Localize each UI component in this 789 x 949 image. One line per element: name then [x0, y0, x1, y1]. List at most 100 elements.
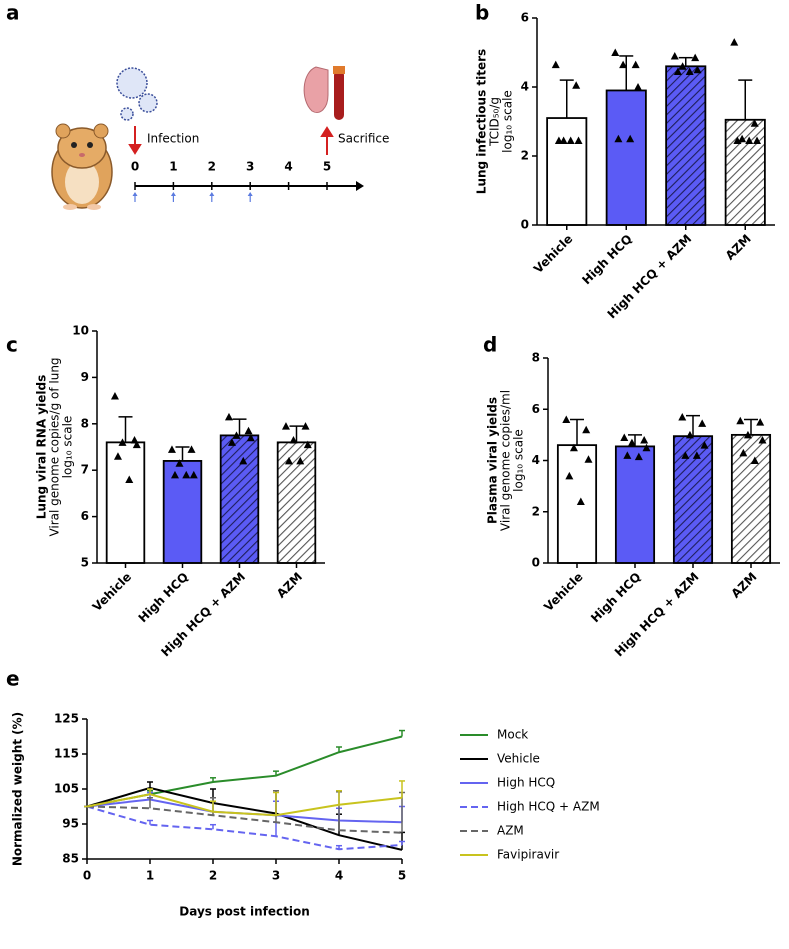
- legend-label: AZM: [497, 824, 524, 838]
- data-point: [642, 443, 651, 452]
- bar: [605, 89, 647, 226]
- data-point: [566, 136, 575, 144]
- virus-icons: [116, 67, 158, 121]
- y-tick-label: 0: [532, 556, 540, 570]
- data-point: [611, 48, 620, 56]
- data-point: [187, 445, 196, 453]
- hamster: [51, 123, 113, 210]
- sacrifice-label: Sacrifice: [338, 132, 389, 146]
- y-axis-label: Viral genome copies/ml: [499, 390, 513, 531]
- y-axis-label: Plasma viral yields: [486, 397, 500, 524]
- timeline-day: 4: [284, 160, 292, 174]
- dose-arrowhead: [170, 192, 176, 196]
- y-axis-label: log₁₀ scale: [512, 429, 526, 492]
- data-point: [170, 470, 179, 479]
- y-axis-label: Normalized weight (%): [11, 712, 25, 866]
- data-point: [301, 422, 310, 430]
- x-tick-label: Vehicle: [531, 232, 575, 276]
- data-point: [685, 430, 694, 439]
- panel-label: c: [6, 333, 18, 357]
- y-tick-label: 2: [521, 149, 529, 163]
- data-point: [110, 391, 119, 400]
- y-axis-label: log₁₀ scale: [61, 416, 75, 479]
- panel-label: a: [6, 1, 20, 25]
- legend-label: Favipiravir: [497, 848, 559, 862]
- dose-arrowhead: [132, 192, 138, 196]
- data-point: [691, 53, 700, 62]
- data-point: [698, 419, 707, 427]
- y-tick-label: 8: [532, 351, 540, 365]
- data-point: [634, 83, 643, 91]
- data-point: [756, 418, 765, 426]
- data-point: [239, 456, 248, 465]
- y-tick-label: 7: [81, 463, 89, 477]
- data-point: [750, 119, 759, 127]
- data-point: [562, 415, 571, 423]
- arrows: [128, 126, 334, 155]
- data-point: [745, 136, 754, 144]
- data-point: [551, 60, 560, 69]
- data-point: [750, 456, 759, 464]
- data-point: [678, 62, 687, 70]
- y-tick-label: 0: [521, 218, 529, 232]
- infection-label: Infection: [147, 132, 199, 146]
- data-point: [614, 134, 623, 143]
- data-point: [736, 416, 745, 425]
- data-point: [554, 136, 563, 144]
- y-axis-label: Viral genome copies/g of lung: [48, 357, 62, 536]
- data-point: [743, 430, 752, 439]
- data-point: [132, 440, 141, 449]
- data-point: [584, 455, 593, 463]
- y-tick-label: 9: [81, 370, 89, 384]
- data-point: [565, 471, 574, 480]
- y-tick-label: 8: [81, 416, 89, 430]
- bar: [665, 65, 707, 226]
- bar: [105, 441, 146, 564]
- series-line: [86, 805, 403, 851]
- data-point: [189, 470, 198, 479]
- series-line: [86, 786, 403, 851]
- data-point: [619, 60, 628, 69]
- bar: [276, 441, 317, 564]
- data-point: [182, 470, 191, 479]
- data-point: [678, 412, 687, 421]
- bar: [556, 444, 598, 564]
- data-point: [738, 134, 747, 143]
- y-tick-label: 6: [521, 11, 529, 25]
- data-point: [296, 456, 305, 465]
- data-point: [623, 451, 632, 459]
- legend-label: High HCQ: [497, 776, 555, 790]
- data-point: [673, 67, 682, 75]
- bar: [724, 118, 766, 226]
- timeline-day: 2: [208, 160, 216, 174]
- data-point: [733, 136, 742, 144]
- data-point: [175, 459, 184, 467]
- y-tick-label: 95: [62, 817, 79, 831]
- data-point: [303, 440, 312, 449]
- data-point: [620, 433, 629, 441]
- data-point: [631, 60, 640, 69]
- timeline-day: 5: [323, 160, 331, 174]
- x-tick-label: 3: [272, 869, 280, 883]
- timeline-day: 1: [169, 160, 177, 174]
- data-point: [582, 425, 591, 434]
- x-tick-label: Vehicle: [541, 570, 585, 614]
- x-tick-label: 0: [83, 869, 91, 883]
- bar: [730, 433, 772, 564]
- data-point: [244, 426, 253, 435]
- series-line: [86, 805, 403, 834]
- y-tick-label: 85: [62, 852, 79, 866]
- y-tick-label: 4: [532, 453, 540, 467]
- x-tick-label: High HCQ: [136, 570, 192, 626]
- data-point: [572, 81, 581, 89]
- x-tick-label: 4: [335, 869, 343, 883]
- y-tick-label: 4: [521, 80, 529, 94]
- data-point: [640, 436, 649, 444]
- y-tick-label: 2: [532, 504, 540, 518]
- dose-arrowhead: [247, 192, 253, 196]
- y-axis-label: log₁₀ scale: [501, 90, 515, 153]
- series-line: [86, 793, 403, 817]
- timeline-day: 3: [246, 160, 254, 174]
